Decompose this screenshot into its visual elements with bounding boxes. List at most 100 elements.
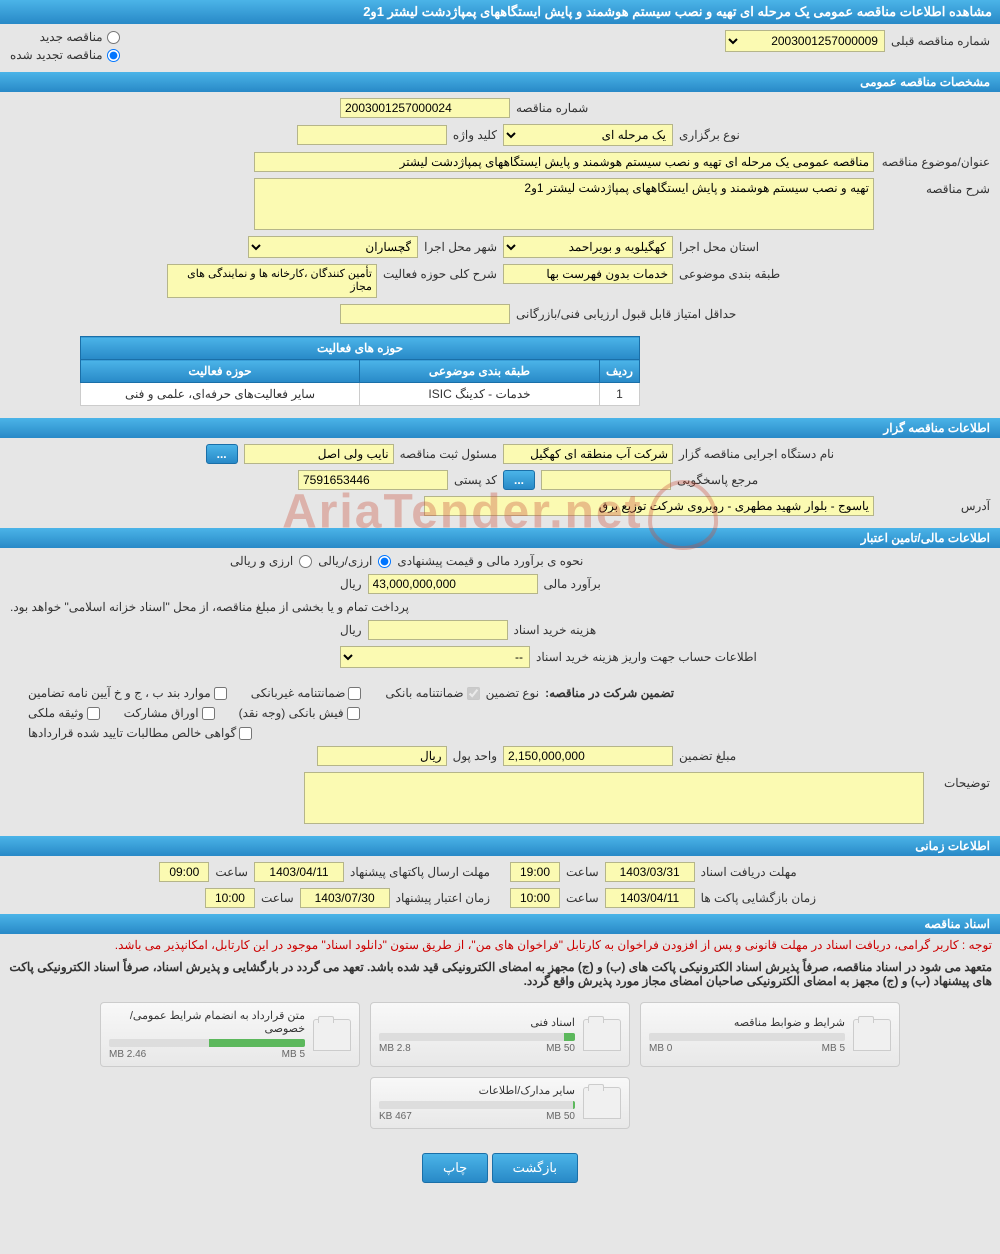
renewed-tender-label: مناقصه تجدید شده	[10, 48, 103, 62]
currency-rial-radio[interactable]	[378, 555, 391, 568]
g1-check[interactable]	[467, 687, 480, 700]
currency-unit-input[interactable]	[317, 746, 447, 766]
estimate-label: برآورد مالی	[544, 577, 601, 591]
doc-max: 50 MB	[546, 1043, 575, 1054]
doc-progress	[109, 1039, 305, 1047]
doc-box[interactable]: شرایط و ضوابط مناقصه5 MB0 MB	[640, 1002, 900, 1067]
scope-desc-label: شرح کلی حوزه فعالیت	[383, 264, 497, 281]
province-label: استان محل اجرا	[679, 240, 759, 254]
doc-used: 2.8 MB	[379, 1043, 411, 1054]
postal-label: کد پستی	[454, 473, 497, 487]
desc-textarea[interactable]	[254, 178, 874, 230]
address-input[interactable]	[424, 496, 874, 516]
doc-title: شرایط و ضوابط مناقصه	[649, 1016, 845, 1029]
page-title: مشاهده اطلاعات مناقصه عمومی یک مرحله ای …	[0, 0, 1000, 24]
reg-officer-input[interactable]	[244, 444, 394, 464]
g3-label: موارد بند ب ، ج و خ آیین نامه تضامین	[28, 686, 211, 700]
open-date[interactable]	[605, 888, 695, 908]
doc-max: 5 MB	[282, 1049, 305, 1060]
bid-send-time[interactable]	[159, 862, 209, 882]
category-label: طبقه بندی موضوعی	[679, 267, 780, 281]
prev-number-select[interactable]: 2003001257000009	[725, 30, 885, 52]
activity-caption: حوزه های فعالیت	[81, 337, 640, 360]
financial-body: نحوه ی برآورد مالی و قیمت پیشنهادی ارزی/…	[0, 548, 1000, 836]
account-select[interactable]: --	[340, 646, 530, 668]
guarantee-amount-label: مبلغ تضمین	[679, 749, 736, 763]
min-score-input[interactable]	[340, 304, 510, 324]
tender-number-input[interactable]	[340, 98, 510, 118]
doc-box[interactable]: اسناد فنی 50 MB 2.8 MB	[370, 1002, 630, 1067]
subject-label: عنوان/موضوع مناقصه	[880, 155, 990, 169]
guarantee-title: تضمین شرکت در مناقصه:	[545, 686, 674, 700]
notes-textarea[interactable]	[304, 772, 924, 824]
subject-input[interactable]	[254, 152, 874, 172]
min-score-label: حداقل امتیاز قابل قبول ارزیابی فنی/بازرگ…	[516, 307, 736, 321]
doc-box[interactable]: متن قرارداد به انضمام شرایط عمومی/خصوصی5…	[100, 1002, 360, 1067]
estimate-input[interactable]	[368, 574, 538, 594]
g4-check[interactable]	[347, 707, 360, 720]
bid-send-date[interactable]	[254, 862, 344, 882]
responder-label: مرجع پاسخگویی	[677, 473, 758, 487]
organizer-body: نام دستگاه اجرایی مناقصه گزار مسئول ثبت …	[0, 438, 1000, 528]
keyword-input[interactable]	[297, 125, 447, 145]
currency-both-label: ارزی و ریالی	[230, 554, 293, 568]
col-category: طبقه بندی موضوعی	[360, 360, 600, 383]
org-name-input[interactable]	[503, 444, 673, 464]
time-label-3: ساعت	[566, 891, 599, 905]
section-financial: اطلاعات مالی/تامین اعتبار	[0, 528, 1000, 548]
reg-officer-lookup-button[interactable]: ...	[206, 444, 238, 464]
g5-check[interactable]	[202, 707, 215, 720]
responder-input[interactable]	[541, 470, 671, 490]
back-button[interactable]: بازگشت	[492, 1153, 578, 1183]
docs-body: توجه : کاربر گرامی، دریافت اسناد در مهلت…	[0, 934, 1000, 1139]
postal-input[interactable]	[298, 470, 448, 490]
doc-cost-input[interactable]	[368, 620, 508, 640]
g2-check[interactable]	[348, 687, 361, 700]
timing-body: مهلت دریافت اسناد ساعت مهلت ارسال پاکتها…	[0, 856, 1000, 914]
g7-label: گواهی خالص مطالبات تایید شده قراردادها	[28, 726, 236, 740]
validity-date[interactable]	[300, 888, 390, 908]
province-select[interactable]: کهگیلویه و بویراحمد	[503, 236, 673, 258]
g1-label: ضمانتنامه بانکی	[385, 686, 463, 700]
doc-max: 50 MB	[546, 1111, 575, 1122]
validity-time[interactable]	[205, 888, 255, 908]
scope-desc-textarea[interactable]	[167, 264, 377, 298]
doc-used: 0 MB	[649, 1043, 672, 1054]
estimate-method-label: نحوه ی برآورد مالی و قیمت پیشنهادی	[397, 554, 583, 568]
address-label: آدرس	[880, 499, 990, 513]
cell-category: خدمات - کدینگ ISIC	[360, 383, 600, 406]
docs-note-bold: متعهد می شود در اسناد مناقصه، صرفاً پذیر…	[0, 956, 1000, 992]
new-tender-radio[interactable]	[107, 31, 120, 44]
g4-label: فیش بانکی (وجه نقد)	[239, 706, 344, 720]
doc-box[interactable]: سایر مدارک/اطلاعات50 MB467 KB	[370, 1077, 630, 1129]
g3-check[interactable]	[214, 687, 227, 700]
city-select[interactable]: گچساران	[248, 236, 418, 258]
responder-lookup-button[interactable]: ...	[503, 470, 535, 490]
g7-check[interactable]	[239, 727, 252, 740]
doc-receive-date[interactable]	[605, 862, 695, 882]
renewed-tender-radio[interactable]	[107, 49, 120, 62]
doc-progress	[379, 1033, 575, 1041]
category-input[interactable]	[503, 264, 673, 284]
tender-number-label: شماره مناقصه	[516, 101, 588, 115]
doc-used: 2.46 MB	[109, 1049, 146, 1060]
print-button[interactable]: چاپ	[422, 1153, 488, 1183]
doc-title: اسناد فنی	[379, 1016, 575, 1029]
currency-both-radio[interactable]	[299, 555, 312, 568]
folder-icon	[583, 1087, 621, 1119]
doc-progress	[379, 1101, 575, 1109]
doc-receive-time[interactable]	[510, 862, 560, 882]
folder-icon	[853, 1019, 891, 1051]
cell-n: 1	[600, 383, 640, 406]
time-label-4: ساعت	[261, 891, 294, 905]
open-time[interactable]	[510, 888, 560, 908]
guarantee-amount-input[interactable]	[503, 746, 673, 766]
new-tender-label: مناقصه جدید	[40, 30, 103, 44]
section-general: مشخصات مناقصه عمومی	[0, 72, 1000, 92]
g6-check[interactable]	[87, 707, 100, 720]
doc-used: 467 KB	[379, 1111, 412, 1122]
time-label-2: ساعت	[215, 865, 248, 879]
type-select[interactable]: یک مرحله ای	[503, 124, 673, 146]
folder-icon	[313, 1019, 351, 1051]
bid-send-label: مهلت ارسال پاکتهای پیشنهاد	[350, 865, 490, 879]
